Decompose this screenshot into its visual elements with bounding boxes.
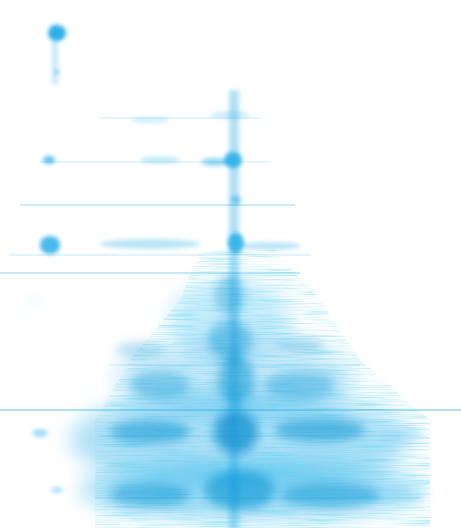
side-wisps: [25, 297, 425, 501]
bright-spots: [32, 25, 300, 493]
dense-core: [110, 275, 380, 510]
